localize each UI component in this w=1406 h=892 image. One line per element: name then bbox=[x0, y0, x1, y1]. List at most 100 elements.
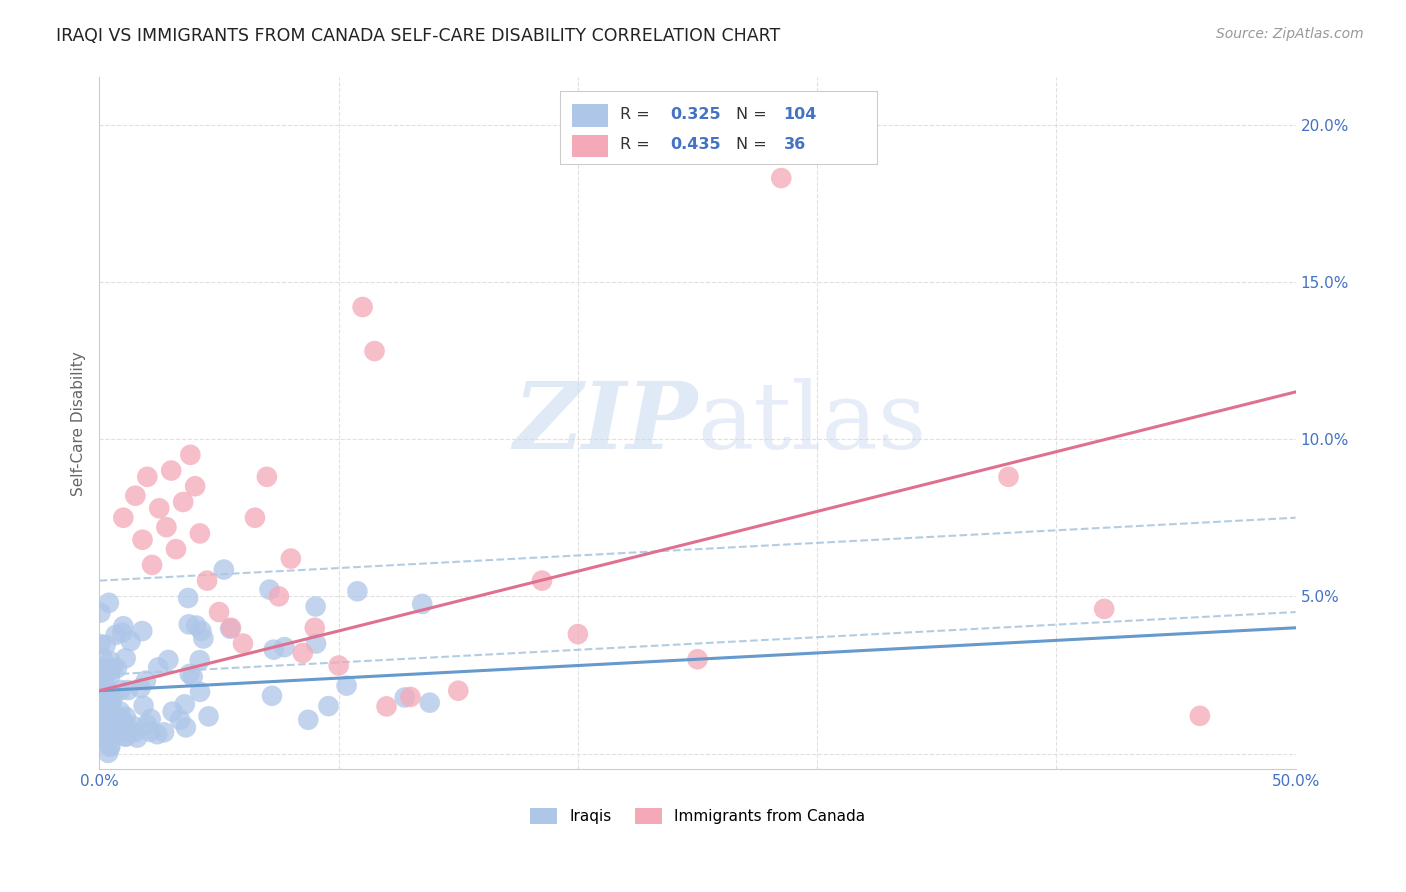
Point bbox=[212, 563, 235, 577]
Point bbox=[273, 640, 295, 655]
Point bbox=[94, 638, 117, 652]
Point bbox=[177, 591, 200, 605]
Point bbox=[328, 658, 350, 673]
Point bbox=[90, 725, 112, 739]
Point bbox=[165, 542, 187, 557]
Point bbox=[141, 558, 163, 572]
Point bbox=[105, 661, 128, 675]
Point bbox=[93, 672, 115, 686]
Point bbox=[131, 533, 153, 547]
Point bbox=[304, 621, 326, 635]
Point bbox=[197, 709, 219, 723]
Point bbox=[770, 171, 793, 186]
Point bbox=[93, 698, 115, 713]
Point bbox=[94, 683, 117, 698]
Point bbox=[127, 731, 149, 745]
Point bbox=[997, 470, 1019, 484]
Point bbox=[263, 642, 285, 657]
Point bbox=[256, 470, 278, 484]
Point bbox=[243, 510, 266, 524]
Point bbox=[336, 679, 359, 693]
Point bbox=[135, 673, 157, 688]
Point bbox=[188, 685, 211, 699]
Point bbox=[188, 653, 211, 667]
Point bbox=[94, 696, 117, 710]
Point bbox=[160, 464, 183, 478]
Point bbox=[186, 618, 208, 632]
Point bbox=[115, 724, 138, 739]
FancyBboxPatch shape bbox=[560, 91, 877, 164]
Point bbox=[94, 694, 117, 708]
Text: 0.325: 0.325 bbox=[671, 107, 721, 121]
Point bbox=[190, 624, 212, 638]
Point bbox=[155, 520, 177, 534]
Point bbox=[259, 582, 281, 597]
Point bbox=[110, 683, 132, 698]
Text: ZIP: ZIP bbox=[513, 378, 697, 468]
Point bbox=[98, 669, 121, 683]
Point bbox=[96, 734, 118, 748]
Point bbox=[124, 489, 146, 503]
Point bbox=[101, 692, 124, 706]
Point bbox=[100, 697, 122, 711]
Point bbox=[179, 448, 201, 462]
Point bbox=[114, 719, 136, 733]
Point bbox=[267, 590, 290, 604]
Text: 104: 104 bbox=[783, 107, 817, 121]
Point bbox=[121, 718, 143, 732]
Point bbox=[567, 627, 589, 641]
Point bbox=[120, 634, 142, 648]
Point bbox=[93, 697, 115, 711]
Point bbox=[260, 689, 283, 703]
Point bbox=[90, 709, 112, 723]
Point bbox=[177, 617, 200, 632]
Point bbox=[98, 706, 121, 720]
Point bbox=[111, 713, 134, 727]
Point bbox=[686, 652, 709, 666]
Point bbox=[419, 696, 441, 710]
Point bbox=[132, 698, 155, 713]
Point bbox=[352, 300, 374, 314]
Point bbox=[139, 712, 162, 726]
Text: Source: ZipAtlas.com: Source: ZipAtlas.com bbox=[1216, 27, 1364, 41]
Text: R =: R = bbox=[620, 107, 655, 121]
Point bbox=[162, 705, 184, 719]
Point bbox=[98, 654, 121, 668]
Point bbox=[97, 746, 120, 760]
Point bbox=[98, 694, 121, 708]
Point bbox=[91, 650, 114, 665]
FancyBboxPatch shape bbox=[572, 104, 607, 127]
Point bbox=[112, 619, 135, 633]
Point bbox=[136, 470, 159, 484]
Point bbox=[530, 574, 553, 588]
Point bbox=[97, 596, 120, 610]
Point bbox=[108, 705, 131, 719]
Point bbox=[139, 724, 162, 739]
Point bbox=[297, 713, 319, 727]
Point bbox=[93, 673, 115, 687]
Point bbox=[108, 723, 131, 737]
Point bbox=[184, 479, 207, 493]
Point bbox=[219, 622, 242, 636]
Point bbox=[232, 636, 254, 650]
Point bbox=[89, 637, 111, 651]
Point bbox=[97, 719, 120, 733]
Point bbox=[153, 725, 176, 739]
Text: R =: R = bbox=[620, 137, 655, 152]
Point bbox=[93, 676, 115, 690]
Text: 0.435: 0.435 bbox=[671, 137, 721, 152]
Point bbox=[98, 664, 121, 678]
Point bbox=[101, 661, 124, 675]
Point bbox=[304, 599, 326, 614]
Point bbox=[346, 584, 368, 599]
Point bbox=[96, 728, 118, 742]
Text: IRAQI VS IMMIGRANTS FROM CANADA SELF-CARE DISABILITY CORRELATION CHART: IRAQI VS IMMIGRANTS FROM CANADA SELF-CAR… bbox=[56, 27, 780, 45]
Point bbox=[93, 669, 115, 683]
FancyBboxPatch shape bbox=[572, 135, 607, 157]
Point bbox=[98, 700, 121, 714]
Point bbox=[135, 717, 157, 731]
Point bbox=[169, 713, 191, 727]
Point bbox=[280, 551, 302, 566]
Point bbox=[193, 632, 215, 646]
Point bbox=[112, 510, 135, 524]
